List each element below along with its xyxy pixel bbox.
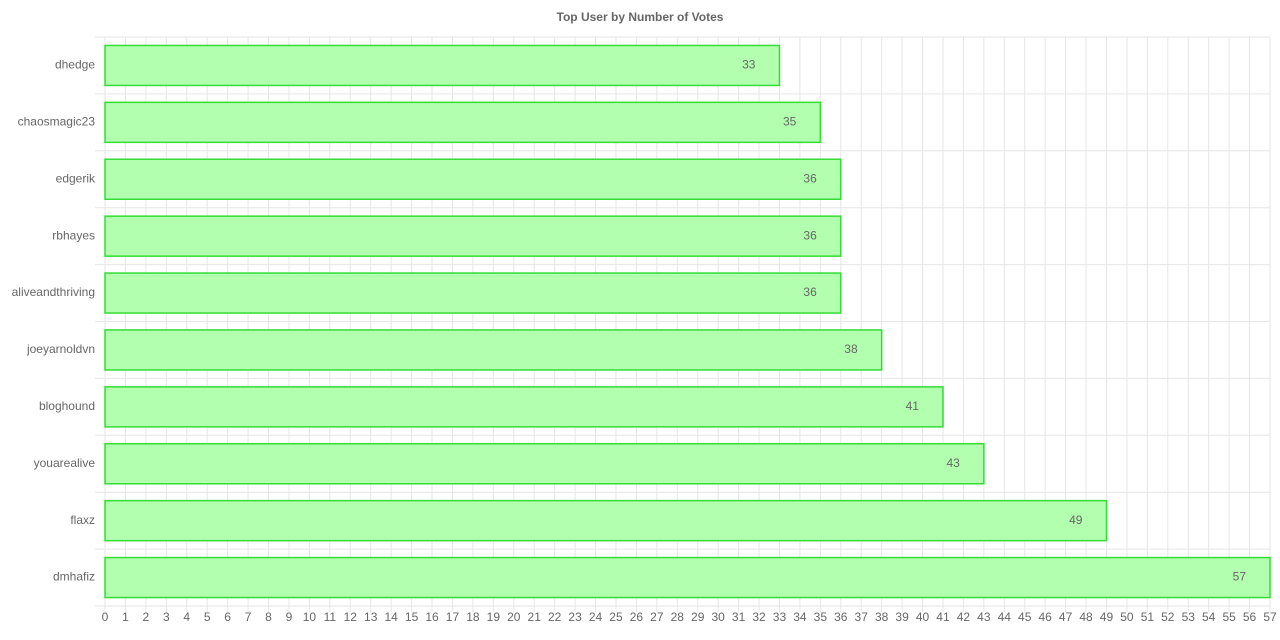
x-tick-label: 56 (1243, 610, 1257, 624)
x-tick-label: 30 (711, 610, 725, 624)
x-tick-label: 3 (163, 610, 170, 624)
x-tick-label: 25 (609, 610, 623, 624)
y-tick-label: joeyarnoldvn (26, 342, 95, 356)
x-tick-label: 19 (487, 610, 501, 624)
x-tick-label: 47 (1059, 610, 1073, 624)
y-tick-label: dmhafiz (53, 570, 95, 584)
x-tick-label: 49 (1100, 610, 1114, 624)
x-tick-label: 27 (650, 610, 664, 624)
x-tick-label: 1 (122, 610, 129, 624)
bar (104, 499, 1108, 542)
x-tick-label: 28 (671, 610, 685, 624)
value-label: 41 (906, 399, 920, 413)
value-label: 33 (742, 58, 756, 72)
x-tick-label: 11 (324, 610, 337, 624)
x-tick-label: 7 (245, 610, 252, 624)
value-label: 35 (783, 115, 797, 129)
value-label: 49 (1069, 513, 1083, 527)
x-tick-label: 14 (384, 610, 398, 624)
x-tick-label: 26 (630, 610, 644, 624)
x-tick-label: 43 (977, 610, 991, 624)
x-tick-label: 23 (568, 610, 582, 624)
x-tick-label: 4 (183, 610, 190, 624)
x-tick-label: 54 (1202, 610, 1216, 624)
x-tick-label: 36 (834, 610, 848, 624)
x-tick-label: 55 (1222, 610, 1236, 624)
y-tick-label: edgerik (56, 171, 96, 185)
value-label: 38 (844, 342, 858, 356)
x-tick-label: 44 (998, 610, 1012, 624)
x-tick-label: 22 (548, 610, 562, 624)
x-tick-label: 20 (507, 610, 521, 624)
value-label: 36 (803, 285, 817, 299)
x-tick-label: 0 (102, 610, 109, 624)
bar (104, 101, 822, 144)
x-tick-label: 42 (957, 610, 971, 624)
x-tick-label: 34 (793, 610, 807, 624)
x-tick-label: 12 (344, 610, 358, 624)
x-tick-label: 39 (895, 610, 909, 624)
x-tick-label: 52 (1161, 610, 1175, 624)
value-label: 36 (803, 171, 817, 185)
x-tick-label: 29 (691, 610, 705, 624)
x-tick-label: 15 (405, 610, 419, 624)
x-tick-label: 37 (855, 610, 869, 624)
y-tick-label: youarealive (34, 456, 96, 470)
bar (104, 443, 985, 485)
x-tick-label: 41 (936, 610, 950, 624)
x-tick-label: 48 (1079, 610, 1093, 624)
x-tick-label: 9 (286, 610, 293, 624)
x-tick-label: 16 (425, 610, 439, 624)
x-tick-label: 5 (204, 610, 211, 624)
x-tick-label: 46 (1038, 610, 1052, 624)
x-tick-label: 50 (1120, 610, 1134, 624)
x-tick-label: 33 (773, 610, 787, 624)
x-tick-label: 57 (1263, 610, 1277, 624)
y-tick-label: flaxz (70, 513, 95, 527)
x-tick-label: 21 (528, 610, 542, 624)
y-tick-label: aliveandthriving (12, 285, 95, 299)
x-tick-label: 32 (752, 610, 766, 624)
bar (104, 556, 1271, 599)
bar (104, 44, 781, 87)
y-tick-label: bloghound (39, 399, 95, 413)
x-tick-label: 31 (732, 610, 746, 624)
x-tick-label: 24 (589, 610, 603, 624)
x-tick-label: 35 (814, 610, 828, 624)
x-tick-label: 38 (875, 610, 889, 624)
x-tick-label: 17 (446, 610, 460, 624)
x-tick-label: 40 (916, 610, 930, 624)
bar (104, 158, 842, 200)
x-tick-label: 6 (224, 610, 231, 624)
x-tick-label: 8 (265, 610, 272, 624)
bar (104, 329, 883, 371)
value-label: 57 (1233, 570, 1247, 584)
bar (104, 272, 842, 314)
x-tick-label: 53 (1182, 610, 1196, 624)
x-tick-label: 45 (1018, 610, 1032, 624)
x-tick-label: 13 (364, 610, 378, 624)
x-tick-label: 2 (143, 610, 150, 624)
y-tick-label: rbhayes (52, 228, 95, 242)
bar (104, 215, 842, 257)
bar (104, 386, 944, 428)
value-label: 36 (803, 228, 817, 242)
value-label: 43 (947, 456, 961, 470)
x-tick-label: 10 (303, 610, 317, 624)
x-tick-label: 51 (1141, 610, 1155, 624)
chart-title: Top User by Number of Votes (557, 10, 724, 24)
y-tick-label: chaosmagic23 (18, 115, 96, 129)
y-tick-label: dhedge (55, 58, 95, 72)
x-tick-label: 18 (466, 610, 480, 624)
